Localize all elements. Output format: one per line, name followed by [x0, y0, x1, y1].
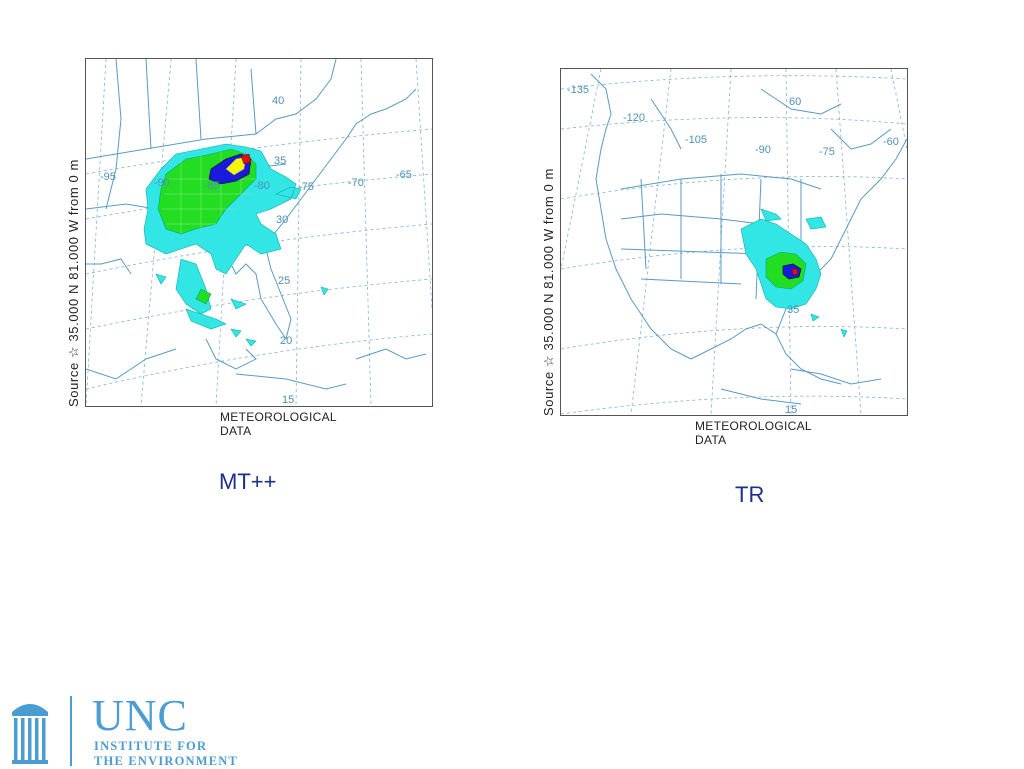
lon-label: -75 — [298, 181, 314, 193]
lon-label: -90 — [755, 144, 771, 156]
lon-label: -80 — [254, 180, 270, 192]
lat-labels-tr: 60 35 15 — [785, 96, 801, 415]
lat-label: 60 — [789, 96, 801, 108]
graticule-tr — [561, 69, 907, 415]
met-data-label-mt: METEOROLOGICAL DATA — [220, 410, 337, 438]
map-plot-tr: -135 -120 -105 -90 -75 -60 60 35 15 — [560, 68, 908, 416]
coastlines-tr — [590, 73, 907, 405]
lon-label: -85 — [204, 180, 220, 192]
lat-label: 30 — [276, 214, 288, 226]
institute-line-1: INSTITUTE FOR — [94, 739, 208, 753]
unc-logo: UNC INSTITUTE FOR THE ENVIRONMENT — [10, 694, 300, 768]
source-label-tr: Source ☆ 35.000 N 81.000 W from 0 m — [541, 168, 556, 416]
lon-label: -70 — [348, 177, 364, 189]
caption-mt: MT++ — [219, 469, 277, 494]
lon-label: -90 — [154, 177, 170, 189]
lon-label: -135 — [567, 84, 589, 96]
map-graphic-tr: -135 -120 -105 -90 -75 -60 60 35 15 — [561, 69, 907, 415]
lon-label: -60 — [883, 136, 899, 148]
institute-line-2: THE ENVIRONMENT — [94, 754, 239, 768]
map-plot-mt: -95 -90 -85 -80 -75 -70 -65 40 35 30 25 … — [85, 58, 433, 407]
lat-label: 35 — [274, 155, 286, 167]
old-well-icon — [12, 696, 72, 766]
lon-label: -120 — [623, 112, 645, 124]
lon-label: -95 — [100, 171, 116, 183]
lat-label: 35 — [787, 304, 799, 316]
lon-label: -65 — [396, 169, 412, 181]
lon-labels-tr: -135 -120 -105 -90 -75 -60 — [567, 84, 899, 158]
map-graphic-mt: -95 -90 -85 -80 -75 -70 -65 40 35 30 25 … — [86, 59, 432, 406]
lat-label: 20 — [280, 335, 292, 347]
plume-blue-tr — [782, 263, 802, 280]
lat-label: 25 — [278, 275, 290, 287]
source-label-mt: Source ☆ 35.000 N 81.000 W from 0 m — [66, 159, 81, 407]
lat-label: 15 — [282, 394, 294, 406]
lat-label: 15 — [785, 404, 797, 415]
lat-labels-mt: 40 35 30 25 20 15 — [272, 95, 294, 406]
lat-label: 40 — [272, 95, 284, 107]
lon-label: -75 — [819, 146, 835, 158]
caption-tr: TR — [735, 482, 765, 507]
plume-green-mt — [157, 148, 257, 305]
plume-red-tr — [791, 268, 799, 276]
lon-label: -105 — [685, 134, 707, 146]
met-data-label-tr: METEOROLOGICAL DATA — [695, 419, 812, 447]
plume-red-mt — [240, 153, 252, 165]
lon-labels-mt: -95 -90 -85 -80 -75 -70 -65 — [100, 169, 412, 193]
unc-wordmark: UNC — [92, 691, 188, 740]
